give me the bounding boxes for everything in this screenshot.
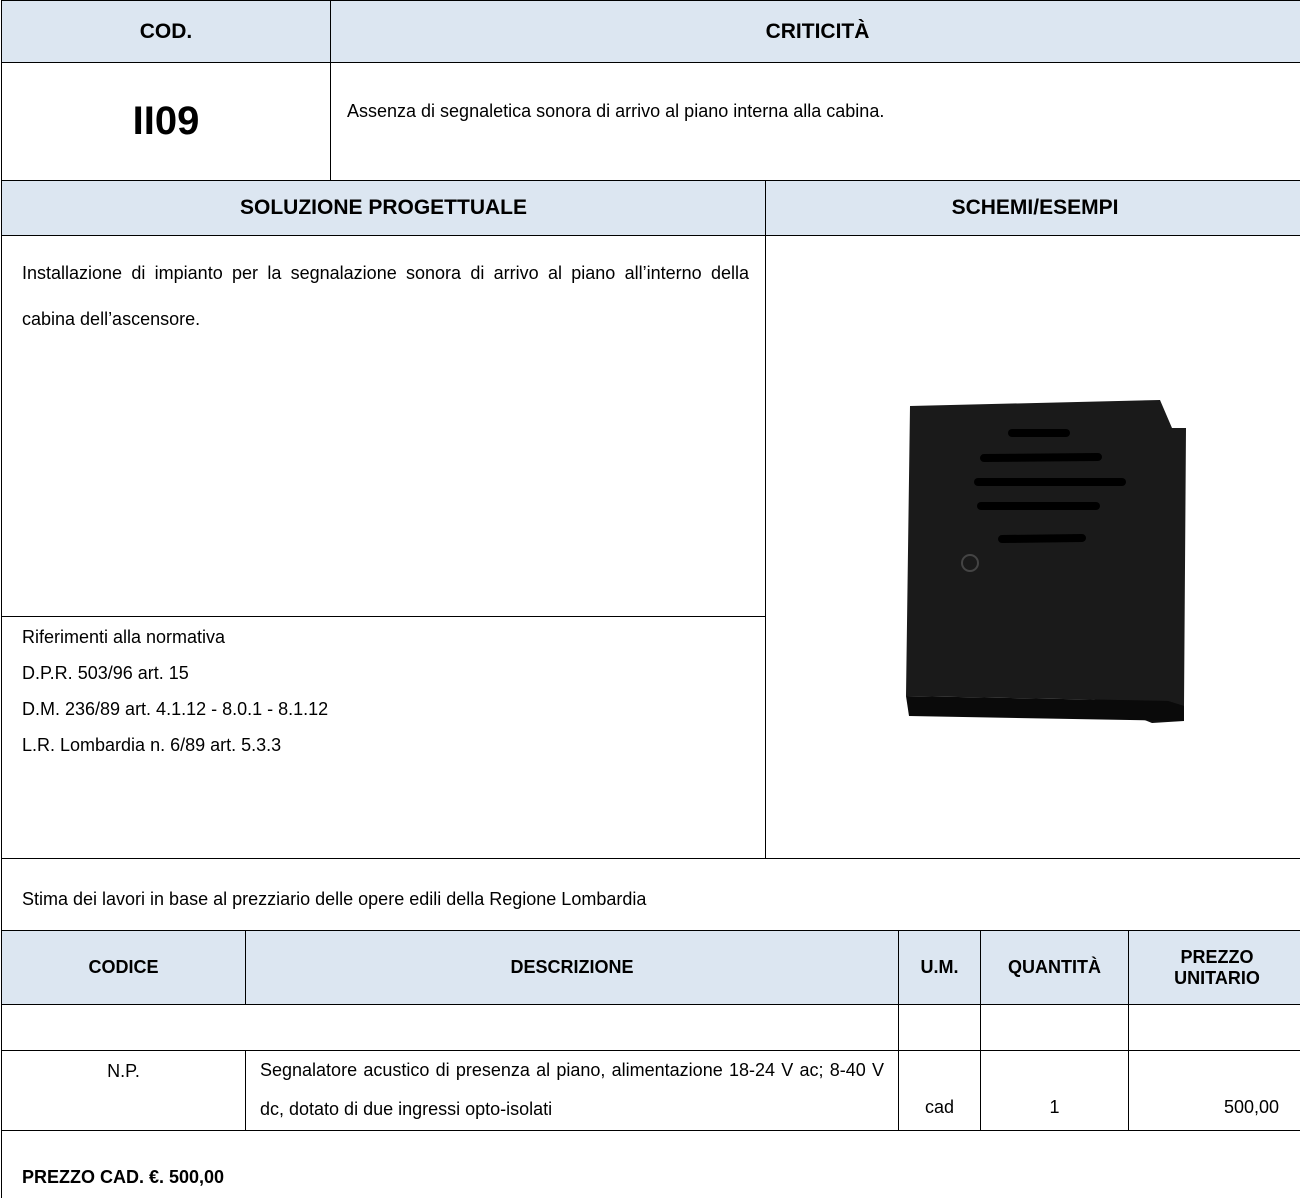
example-image (906, 400, 1186, 723)
table-header: DESCRIZIONE (245, 930, 899, 1005)
criticita-label: CRITICITÀ (330, 0, 1300, 63)
normativa-items: D.P.R. 503/96 art. 15 D.M. 236/89 art. 4.… (22, 655, 745, 763)
empty-cell (898, 1004, 981, 1051)
schemi-label: SCHEMI/ESEMPI (765, 180, 1300, 236)
table-header: U.M. (898, 930, 981, 1005)
soluzione: Installazione di impianto per la segnala… (1, 235, 766, 617)
empty-cell (1128, 1004, 1300, 1051)
empty-cell (245, 1004, 899, 1051)
empty-cell (1, 1004, 246, 1051)
normativa-title: Riferimenti alla normativa (22, 627, 226, 647)
stima: Stima dei lavori in base al prezziario d… (1, 858, 1300, 931)
code: II09 (1, 62, 331, 181)
normativa-item: D.M. 236/89 art. 4.1.12 - 8.0.1 - 8.1.12 (22, 699, 329, 719)
table-header: CODICE (1, 930, 246, 1005)
empty-cell (980, 1004, 1129, 1051)
table-header: QUANTITÀ (980, 930, 1129, 1005)
table-cell: N.P. (1, 1050, 246, 1131)
table-cell: cad (898, 1050, 981, 1131)
total: PREZZO CAD. €. 500,00 (1, 1130, 1300, 1198)
normativa: Riferimenti alla normativa D.P.R. 503/96… (1, 616, 766, 859)
normativa-item: L.R. Lombardia n. 6/89 art. 5.3.3 (22, 735, 282, 755)
soluzione-label: SOLUZIONE PROGETTUALE (1, 180, 766, 236)
criticita: Assenza di segnaletica sonora di arrivo … (330, 62, 1300, 181)
normativa-item: D.P.R. 503/96 art. 15 (22, 663, 189, 683)
table-cell: Segnalatore acustico di presenza al pian… (245, 1050, 899, 1131)
device-slots (974, 429, 1126, 543)
device-body (906, 400, 1186, 706)
table-cell: 500,00 (1128, 1050, 1300, 1131)
cod-label: COD. (1, 0, 331, 63)
table-cell: 1 (980, 1050, 1129, 1131)
table-header: PREZZO UNITARIO (1128, 930, 1300, 1005)
device-led (961, 554, 979, 572)
device-edge (906, 696, 1184, 721)
example-cell (765, 235, 1300, 859)
